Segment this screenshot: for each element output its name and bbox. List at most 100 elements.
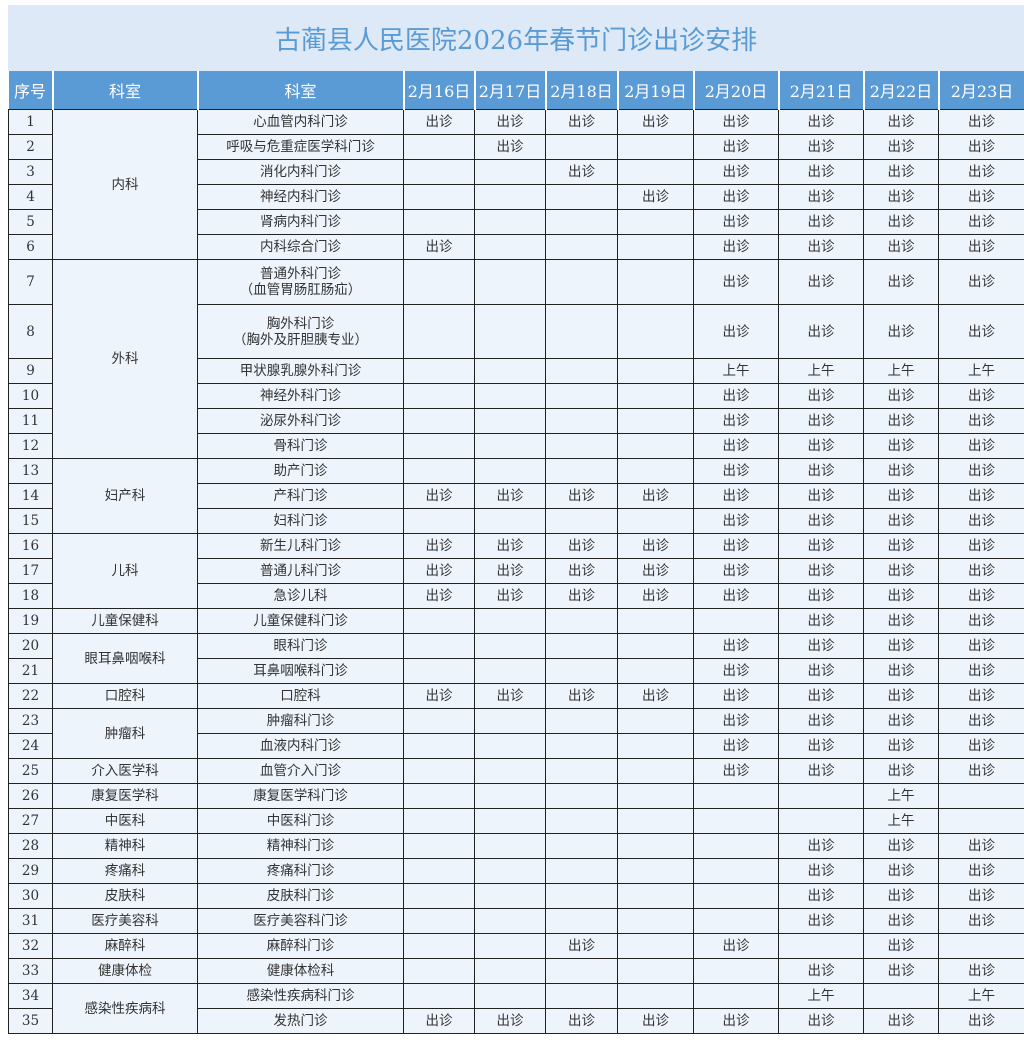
schedule-cell	[545, 983, 618, 1009]
schedule-cell: 出诊	[778, 883, 864, 909]
table-row: 24 血液内科门诊 出诊 出诊 出诊 出诊	[8, 733, 1024, 759]
schedule-cell: 出诊	[863, 858, 939, 884]
schedule-cell	[474, 958, 546, 984]
row-number: 29	[8, 858, 53, 884]
row-number: 31	[8, 908, 53, 934]
schedule-cell: 出诊	[938, 658, 1024, 684]
schedule-cell: 出诊	[863, 533, 939, 559]
department-cell: 肿瘤科	[52, 708, 198, 759]
table-row: 12 骨科门诊 出诊 出诊 出诊 出诊	[8, 433, 1024, 459]
schedule-cell: 出诊	[863, 159, 939, 185]
schedule-cell	[617, 633, 694, 659]
schedule-cell: 出诊	[938, 234, 1024, 260]
schedule-cell: 出诊	[863, 508, 939, 534]
schedule-cell: 出诊	[778, 259, 864, 305]
schedule-cell: 出诊	[938, 458, 1024, 484]
column-header: 序号	[8, 71, 53, 110]
schedule-cell	[474, 883, 546, 909]
schedule-cell	[693, 608, 779, 634]
table-row: 22 口腔科 口腔科 出诊 出诊 出诊 出诊 出诊 出诊 出诊 出诊	[8, 683, 1024, 709]
schedule-cell	[403, 983, 475, 1009]
schedule-cell: 出诊	[778, 908, 864, 934]
row-number: 3	[8, 159, 53, 185]
schedule-cell: 出诊	[693, 304, 779, 359]
schedule-cell: 出诊	[778, 558, 864, 584]
schedule-cell	[617, 883, 694, 909]
schedule-cell	[474, 658, 546, 684]
schedule-cell: 出诊	[863, 383, 939, 409]
schedule-cell: 出诊	[863, 758, 939, 784]
schedule-cell: 出诊	[545, 483, 618, 509]
schedule-table: 序号 科室 科室 2月16日 2月17日 2月18日 2月19日 2月20日 2月21日 2月22…	[8, 71, 1024, 1034]
schedule-cell	[474, 708, 546, 734]
clinic-cell: 康复医学科门诊	[197, 783, 404, 809]
schedule-cell	[474, 408, 546, 434]
schedule-cell	[617, 358, 694, 384]
schedule-cell	[617, 408, 694, 434]
clinic-cell: 健康体检科	[197, 958, 404, 984]
clinic-cell: 中医科门诊	[197, 808, 404, 834]
schedule-cell: 出诊	[693, 683, 779, 709]
schedule-cell: 出诊	[693, 159, 779, 185]
row-number: 18	[8, 583, 53, 609]
schedule-cell: 出诊	[693, 433, 779, 459]
schedule-cell: 出诊	[693, 933, 779, 959]
schedule-cell	[474, 783, 546, 809]
schedule-cell: 出诊	[778, 708, 864, 734]
department-cell: 精神科	[52, 833, 198, 859]
schedule-cell: 上午	[863, 783, 939, 809]
schedule-cell	[617, 159, 694, 185]
schedule-cell: 上午	[778, 358, 864, 384]
row-number: 28	[8, 833, 53, 859]
schedule-cell	[617, 983, 694, 1009]
schedule-cell: 出诊	[863, 184, 939, 210]
schedule-cell: 上午	[863, 808, 939, 834]
schedule-cell	[474, 304, 546, 359]
schedule-cell: 上午	[693, 358, 779, 384]
schedule-cell	[693, 808, 779, 834]
schedule-cell	[474, 808, 546, 834]
schedule-cell: 出诊	[938, 883, 1024, 909]
schedule-cell	[617, 833, 694, 859]
schedule-cell	[617, 508, 694, 534]
schedule-cell: 出诊	[693, 234, 779, 260]
schedule-cell	[403, 433, 475, 459]
clinic-cell: 泌尿外科门诊	[197, 408, 404, 434]
schedule-cell	[617, 733, 694, 759]
schedule-cell	[474, 733, 546, 759]
clinic-cell: 精神科门诊	[197, 833, 404, 859]
schedule-cell: 出诊	[617, 533, 694, 559]
schedule-cell: 出诊	[863, 708, 939, 734]
schedule-cell: 出诊	[403, 533, 475, 559]
clinic-cell: 妇科门诊	[197, 508, 404, 534]
schedule-cell	[403, 908, 475, 934]
schedule-cell: 出诊	[617, 184, 694, 210]
schedule-cell	[474, 858, 546, 884]
schedule-cell: 出诊	[863, 883, 939, 909]
schedule-cell	[403, 508, 475, 534]
row-number: 21	[8, 658, 53, 684]
schedule-cell	[403, 209, 475, 235]
schedule-cell	[403, 159, 475, 185]
schedule-cell	[403, 733, 475, 759]
schedule-cell: 出诊	[938, 508, 1024, 534]
table-row: 9 甲状腺乳腺外科门诊 上午 上午 上午 上午	[8, 358, 1024, 384]
table-row: 23 肿瘤科 肿瘤科门诊 出诊 出诊 出诊 出诊	[8, 708, 1024, 759]
schedule-cell	[474, 234, 546, 260]
schedule-cell: 出诊	[863, 733, 939, 759]
schedule-cell	[545, 209, 618, 235]
schedule-cell: 出诊	[778, 608, 864, 634]
schedule-cell: 出诊	[938, 708, 1024, 734]
department-cell: 皮肤科	[52, 883, 198, 909]
schedule-cell: 出诊	[938, 733, 1024, 759]
schedule-cell: 出诊	[474, 533, 546, 559]
schedule-cell	[403, 708, 475, 734]
table-row: 21 耳鼻咽喉科门诊 出诊 出诊 出诊 出诊	[8, 658, 1024, 684]
schedule-cell: 出诊	[778, 234, 864, 260]
schedule-cell: 出诊	[938, 558, 1024, 584]
schedule-cell	[617, 908, 694, 934]
table-row: 1 内科 心血管内科门诊 出诊 出诊 出诊 出诊 出诊 出诊 出诊 出诊	[8, 109, 1024, 260]
department-cell: 疼痛科	[52, 858, 198, 884]
department-cell: 内科	[52, 109, 198, 260]
schedule-cell: 出诊	[617, 483, 694, 509]
